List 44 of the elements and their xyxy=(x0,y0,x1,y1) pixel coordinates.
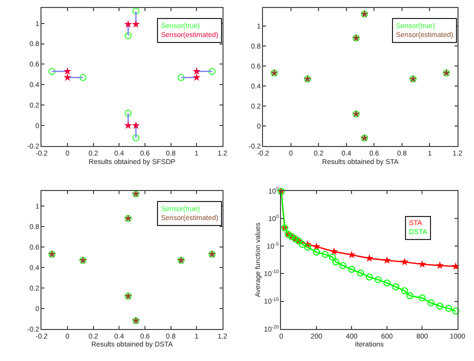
point xyxy=(365,254,374,262)
point xyxy=(298,240,306,248)
point xyxy=(436,302,444,310)
point xyxy=(192,67,201,75)
point xyxy=(328,254,336,261)
point xyxy=(192,73,201,81)
point xyxy=(366,273,373,280)
point xyxy=(392,283,400,290)
point xyxy=(132,121,140,129)
point xyxy=(63,67,72,75)
point xyxy=(382,256,391,264)
point xyxy=(132,134,140,142)
point xyxy=(79,74,86,82)
point xyxy=(418,260,426,268)
point xyxy=(428,299,435,306)
point xyxy=(124,121,132,129)
point xyxy=(132,20,140,28)
point xyxy=(348,266,356,273)
point xyxy=(124,32,132,40)
point xyxy=(339,262,346,269)
point xyxy=(401,287,408,294)
point xyxy=(357,270,364,277)
point xyxy=(312,248,320,256)
point xyxy=(374,276,382,284)
point xyxy=(124,110,132,117)
point xyxy=(452,262,460,270)
point xyxy=(304,244,312,251)
point xyxy=(348,250,356,258)
point xyxy=(400,258,409,266)
point xyxy=(332,258,340,266)
point xyxy=(322,250,329,258)
point xyxy=(383,280,390,287)
point xyxy=(208,68,216,75)
point xyxy=(132,8,140,15)
point xyxy=(330,247,338,255)
point xyxy=(452,308,460,315)
point xyxy=(48,68,56,75)
point xyxy=(436,261,444,269)
point xyxy=(418,294,426,302)
point xyxy=(445,304,452,312)
point xyxy=(124,20,132,28)
point xyxy=(406,292,414,300)
point xyxy=(63,73,72,81)
point xyxy=(178,74,185,82)
